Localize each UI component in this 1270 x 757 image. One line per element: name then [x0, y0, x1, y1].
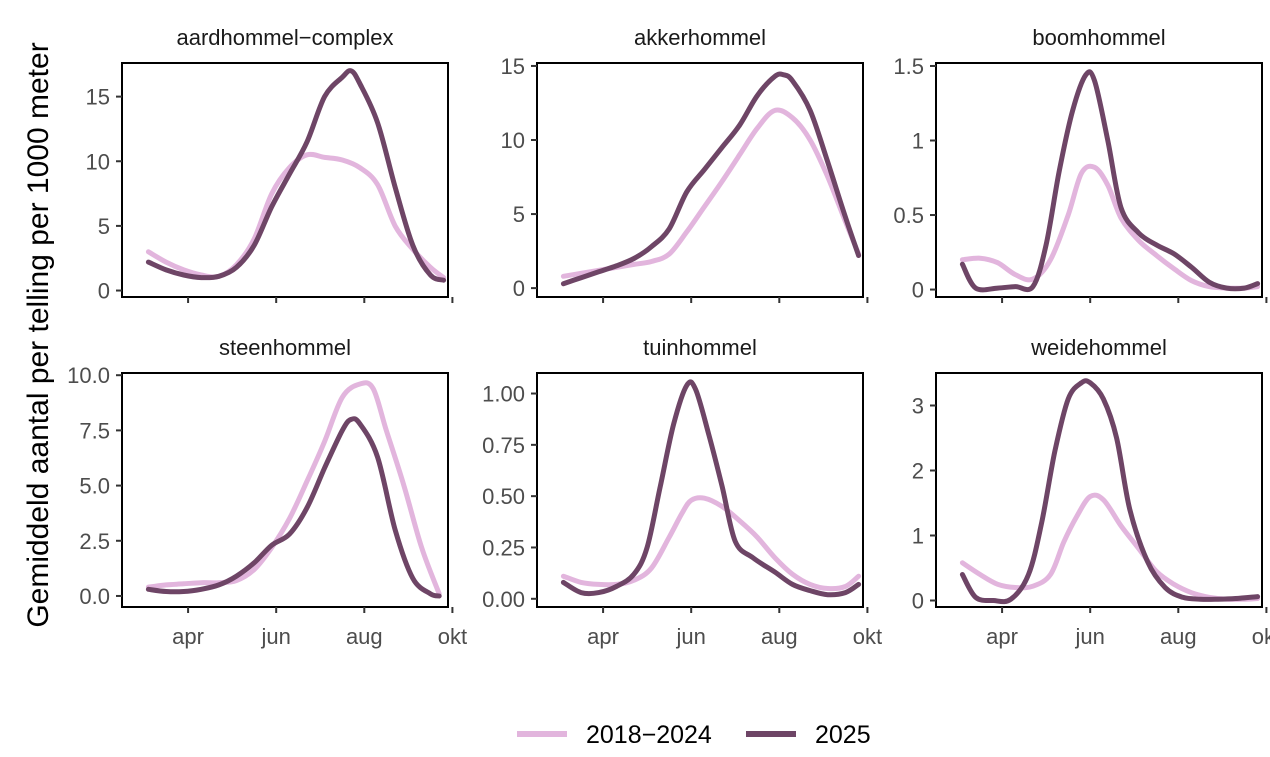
panel-border: [121, 372, 449, 608]
x-tick-label: aug: [346, 624, 383, 649]
series-line: [560, 379, 862, 598]
y-tick-label: 10: [501, 128, 525, 153]
x-tick-label: okt: [853, 624, 882, 649]
y-tick-label: 10: [86, 149, 110, 174]
y-tick-label: 1.5: [893, 54, 924, 79]
y-tick-label: 1.00: [482, 382, 525, 407]
facet-title: weidehommel: [1030, 335, 1167, 360]
panel-border: [121, 62, 449, 298]
y-tick-label: 10.0: [67, 363, 110, 388]
facet-panel: tuinhommel 0.00 0.25 0.50 0.75 1.00 apr jun aug o…: [482, 335, 882, 649]
x-tick-label: aug: [1160, 624, 1197, 649]
legend-label-2025: 2025: [815, 721, 871, 749]
facet-title: tuinhommel: [643, 335, 757, 360]
facet-title: boomhommel: [1032, 25, 1165, 50]
y-tick-label: 0.25: [482, 535, 525, 560]
y-tick-label: 5: [513, 202, 525, 227]
series-line: [145, 416, 442, 599]
y-tick-label: 5.0: [79, 474, 110, 499]
series-line: [145, 380, 442, 597]
y-tick-label: 1: [912, 524, 924, 549]
facet-panel: weidehommel 0 1 2 3 apr jun aug okt: [912, 335, 1270, 649]
facet-title: aardhommel−complex: [176, 25, 393, 50]
legend-graphic: 2018−2024 2025: [517, 721, 871, 749]
series-line: [560, 495, 862, 592]
facet-panel: aardhommel−complex 0 5 10 15: [86, 25, 454, 304]
panel-border: [536, 62, 864, 298]
series-line: [560, 107, 862, 279]
series-line: [959, 492, 1261, 602]
panel-border: [935, 62, 1263, 298]
facet-title: akkerhommel: [634, 25, 766, 50]
legend-label-2018-2024: 2018−2024: [586, 721, 712, 749]
x-tick-label: apr: [587, 624, 619, 649]
y-tick-label: 0.0: [79, 584, 110, 609]
series-line: [145, 68, 447, 283]
legend: 2018−2024 2025: [0, 712, 1270, 752]
x-tick-label: apr: [986, 624, 1018, 649]
series-line: [145, 151, 447, 281]
x-tick-label: aug: [761, 624, 798, 649]
y-tick-label: 0: [98, 279, 110, 304]
series-line: [560, 71, 862, 287]
x-tick-label: apr: [172, 624, 204, 649]
y-tick-label: 3: [912, 394, 924, 419]
y-tick-label: 15: [86, 85, 110, 110]
x-tick-label: jun: [676, 624, 706, 649]
y-tick-label: 0.50: [482, 484, 525, 509]
series-line: [959, 163, 1261, 291]
y-tick-label: 15: [501, 54, 525, 79]
x-tick-label: okt: [438, 624, 467, 649]
y-tick-label: 2: [912, 459, 924, 484]
y-tick-label: 1: [912, 129, 924, 154]
y-tick-label: 0.00: [482, 587, 525, 612]
facet-panel: steenhommel 0.0 2.5 5.0 7.5 10.0 apr jun aug okt: [67, 335, 467, 649]
y-tick-label: 0.5: [893, 203, 924, 228]
y-tick-label: 0: [513, 276, 525, 301]
facet-panel: boomhommel 0 0.5 1 1.5: [893, 25, 1268, 303]
y-tick-label: 0: [912, 589, 924, 614]
x-tick-label: okt: [1252, 624, 1270, 649]
series-line: [959, 69, 1261, 293]
x-tick-label: jun: [261, 624, 291, 649]
panel-border: [935, 372, 1263, 608]
y-tick-label: 5: [98, 214, 110, 239]
x-tick-label: jun: [1075, 624, 1105, 649]
y-tick-label: 0: [912, 278, 924, 303]
facet-title: steenhommel: [219, 335, 351, 360]
y-tick-label: 2.5: [79, 529, 110, 554]
y-tick-label: 7.5: [79, 418, 110, 443]
y-tick-label: 0.75: [482, 433, 525, 458]
facet-panel: akkerhommel 0 5 10 15: [501, 25, 869, 303]
series-line: [959, 378, 1261, 605]
panel-border: [536, 372, 864, 608]
